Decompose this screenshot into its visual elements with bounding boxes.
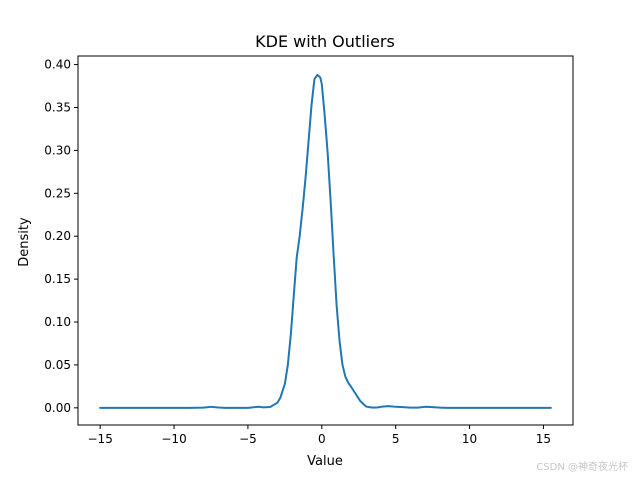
x-tick-label: −15 bbox=[88, 432, 113, 446]
y-tick-label: 0.30 bbox=[44, 143, 71, 157]
x-tick-label: 5 bbox=[392, 432, 400, 446]
y-tick-label: 0.20 bbox=[44, 229, 71, 243]
watermark: CSDN @神奇夜光杯 bbox=[536, 462, 628, 473]
axes-frame bbox=[77, 55, 574, 426]
x-tick-label: 0 bbox=[318, 432, 326, 446]
x-tick-label: −10 bbox=[161, 432, 186, 446]
y-axis-label: Density bbox=[17, 217, 32, 267]
kde-line-series-0 bbox=[99, 73, 552, 409]
x-tick-label: −5 bbox=[239, 432, 257, 446]
y-tick-label: 0.25 bbox=[44, 186, 71, 200]
y-tick-label: 0.40 bbox=[44, 58, 71, 72]
x-tick-label: 10 bbox=[462, 432, 477, 446]
plot-area bbox=[99, 73, 552, 409]
y-tick-label: 0.05 bbox=[44, 358, 71, 372]
chart-title: KDE with Outliers bbox=[255, 32, 395, 51]
x-axis-label: Value bbox=[307, 454, 343, 469]
axes: −15 −10 −5 0 5 10 15 0.00 0.05 0.10 0.15 0.20 0.25 0.… bbox=[44, 55, 574, 446]
x-tick-label: 15 bbox=[536, 432, 551, 446]
y-tick-label: 0.35 bbox=[44, 100, 71, 114]
y-tick-label: 0.00 bbox=[44, 401, 71, 415]
y-tick-label: 0.10 bbox=[44, 315, 71, 329]
y-tick-label: 0.15 bbox=[44, 272, 71, 286]
